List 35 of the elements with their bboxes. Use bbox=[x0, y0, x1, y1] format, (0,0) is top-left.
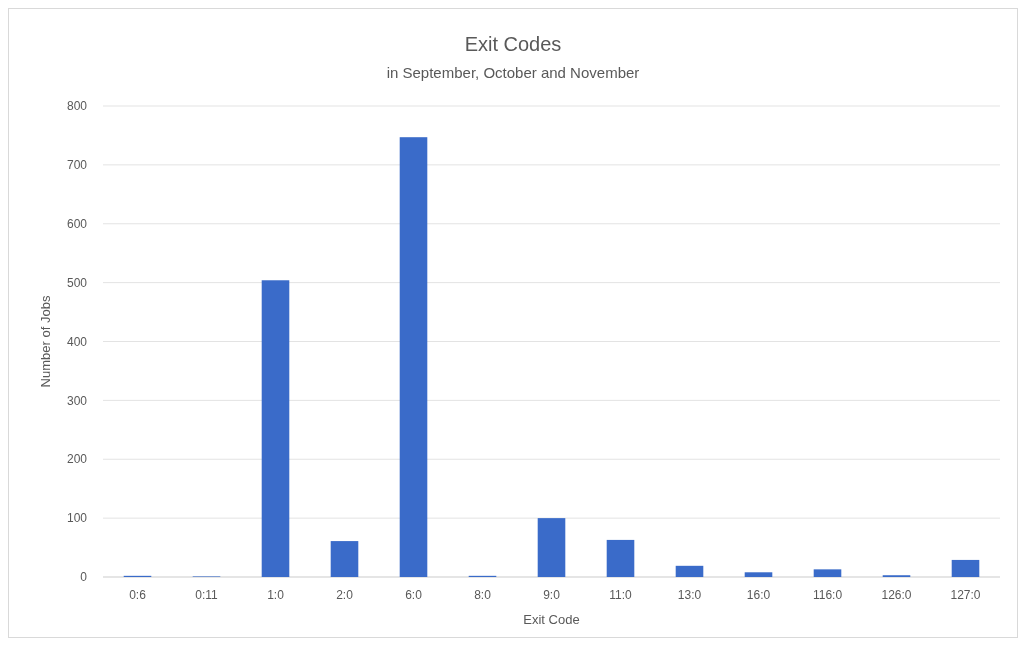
x-tick-label: 0:11 bbox=[195, 588, 219, 602]
x-tick-label: 1:0 bbox=[267, 588, 285, 602]
y-tick-label: 400 bbox=[66, 334, 88, 349]
bar bbox=[951, 559, 980, 577]
x-tick-label: 9:0 bbox=[543, 588, 561, 602]
bar bbox=[606, 539, 635, 577]
x-tick-label: 127:0 bbox=[950, 588, 981, 602]
x-tick-label: 116:0 bbox=[812, 588, 843, 602]
y-tick-label: 800 bbox=[66, 99, 88, 114]
bar bbox=[261, 280, 290, 577]
bar bbox=[744, 572, 773, 577]
x-tick-label: 6:0 bbox=[405, 588, 423, 602]
y-tick-label: 600 bbox=[66, 216, 88, 231]
x-tick-label: 13:0 bbox=[677, 588, 702, 602]
y-tick-label: 0 bbox=[80, 570, 88, 585]
bar bbox=[675, 565, 704, 577]
x-tick-label: 16:0 bbox=[746, 588, 771, 602]
x-tick-label: 0:6 bbox=[129, 588, 147, 602]
y-tick-label: 700 bbox=[66, 158, 88, 173]
x-tick-label: 11:0 bbox=[609, 588, 633, 602]
bar bbox=[537, 518, 566, 577]
x-axis-title: Exit Code bbox=[523, 612, 580, 627]
x-tick-label: 8:0 bbox=[474, 588, 492, 602]
bar bbox=[330, 541, 359, 577]
y-tick-label: 200 bbox=[66, 452, 88, 467]
y-tick-label: 300 bbox=[66, 393, 88, 408]
chart-title: Exit Codes bbox=[464, 33, 562, 55]
bar bbox=[813, 569, 842, 577]
y-tick-label: 100 bbox=[66, 511, 88, 526]
x-tick-label: 2:0 bbox=[336, 588, 354, 602]
bar bbox=[399, 137, 428, 577]
x-tick-label: 126:0 bbox=[881, 588, 912, 602]
y-tick-label: 500 bbox=[66, 275, 88, 290]
y-axis-title: Number of Jobs bbox=[38, 295, 53, 388]
chart-subtitle: in September, October and November bbox=[386, 64, 640, 81]
